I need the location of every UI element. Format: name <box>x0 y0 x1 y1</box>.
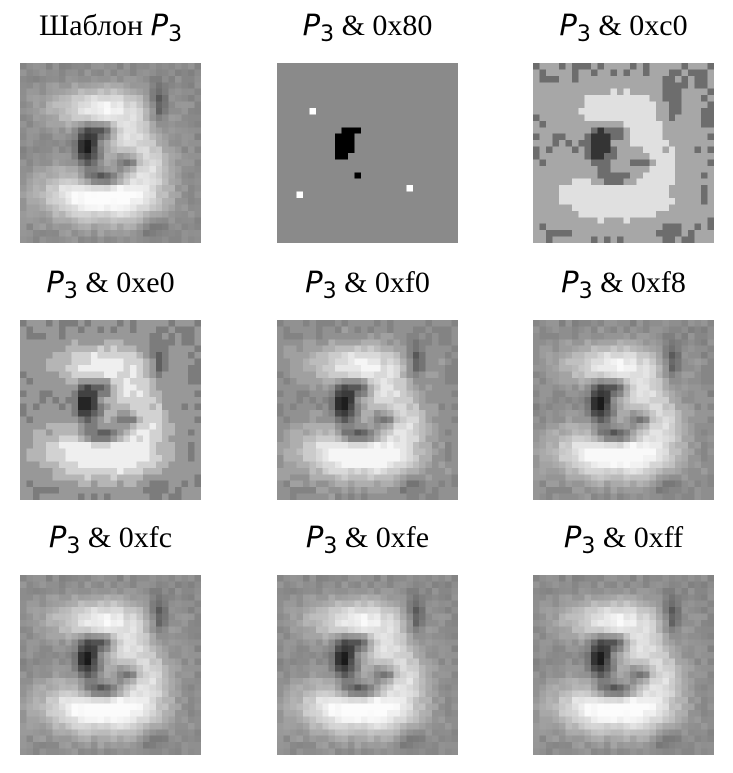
title-subscript: 3 <box>323 534 337 559</box>
template-image <box>20 63 201 243</box>
pixel-grid <box>20 63 201 243</box>
title-subscript: 3 <box>320 22 334 47</box>
pixel-grid <box>20 320 201 500</box>
title-subscript: 3 <box>168 22 182 47</box>
panel-title: P3 & 0xfe <box>247 516 488 558</box>
title-symbol: P <box>49 520 67 554</box>
title-subscript: 3 <box>64 279 78 304</box>
title-symbol: P <box>559 8 577 42</box>
panel-title: P3 & 0xe0 <box>0 261 231 303</box>
title-suffix: & 0xfc <box>88 521 172 554</box>
title-subscript: 3 <box>579 279 593 304</box>
title-subscript: 3 <box>323 279 337 304</box>
title-symbol: P <box>151 8 169 42</box>
title-suffix: & 0x80 <box>342 9 433 42</box>
title-suffix: & 0xe0 <box>85 266 174 299</box>
title-subscript: 3 <box>581 534 595 559</box>
title-suffix: & 0xf0 <box>344 266 430 299</box>
pixel-grid <box>20 575 201 755</box>
title-prefix: Шаблон <box>39 9 143 42</box>
title-subscript: 3 <box>577 22 591 47</box>
pixel-grid <box>533 320 714 500</box>
pixel-grid <box>277 63 458 243</box>
panel-title: P3 & 0xfc <box>0 516 231 558</box>
pixel-grid <box>277 575 458 755</box>
masked-image <box>20 575 201 755</box>
masked-image <box>20 320 201 500</box>
masked-image <box>533 63 714 243</box>
pixel-grid <box>277 320 458 500</box>
masked-image <box>533 575 714 755</box>
masked-image <box>277 320 458 500</box>
title-suffix: & 0xf8 <box>600 266 686 299</box>
title-symbol: P <box>561 265 579 299</box>
panel-title: P3 & 0x80 <box>247 4 488 46</box>
panel-title: P3 & 0xc0 <box>503 4 733 46</box>
masked-image <box>277 63 458 243</box>
title-symbol: P <box>306 520 324 554</box>
title-subscript: 3 <box>66 534 80 559</box>
pixel-grid <box>533 575 714 755</box>
title-suffix: & 0xc0 <box>598 9 687 42</box>
panel-title: P3 & 0xff <box>503 516 733 558</box>
panel-title: P3 & 0xf8 <box>503 261 733 303</box>
pixel-grid <box>533 63 714 243</box>
title-symbol: P <box>564 520 582 554</box>
title-suffix: & 0xfe <box>345 521 429 554</box>
panel-title: P3 & 0xf0 <box>247 261 488 303</box>
masked-image <box>533 320 714 500</box>
title-symbol: P <box>46 265 64 299</box>
masked-image <box>277 575 458 755</box>
panel-title: Шаблон P3 <box>0 4 231 46</box>
title-symbol: P <box>305 265 323 299</box>
title-symbol: P <box>303 8 321 42</box>
title-suffix: & 0xff <box>603 521 683 554</box>
